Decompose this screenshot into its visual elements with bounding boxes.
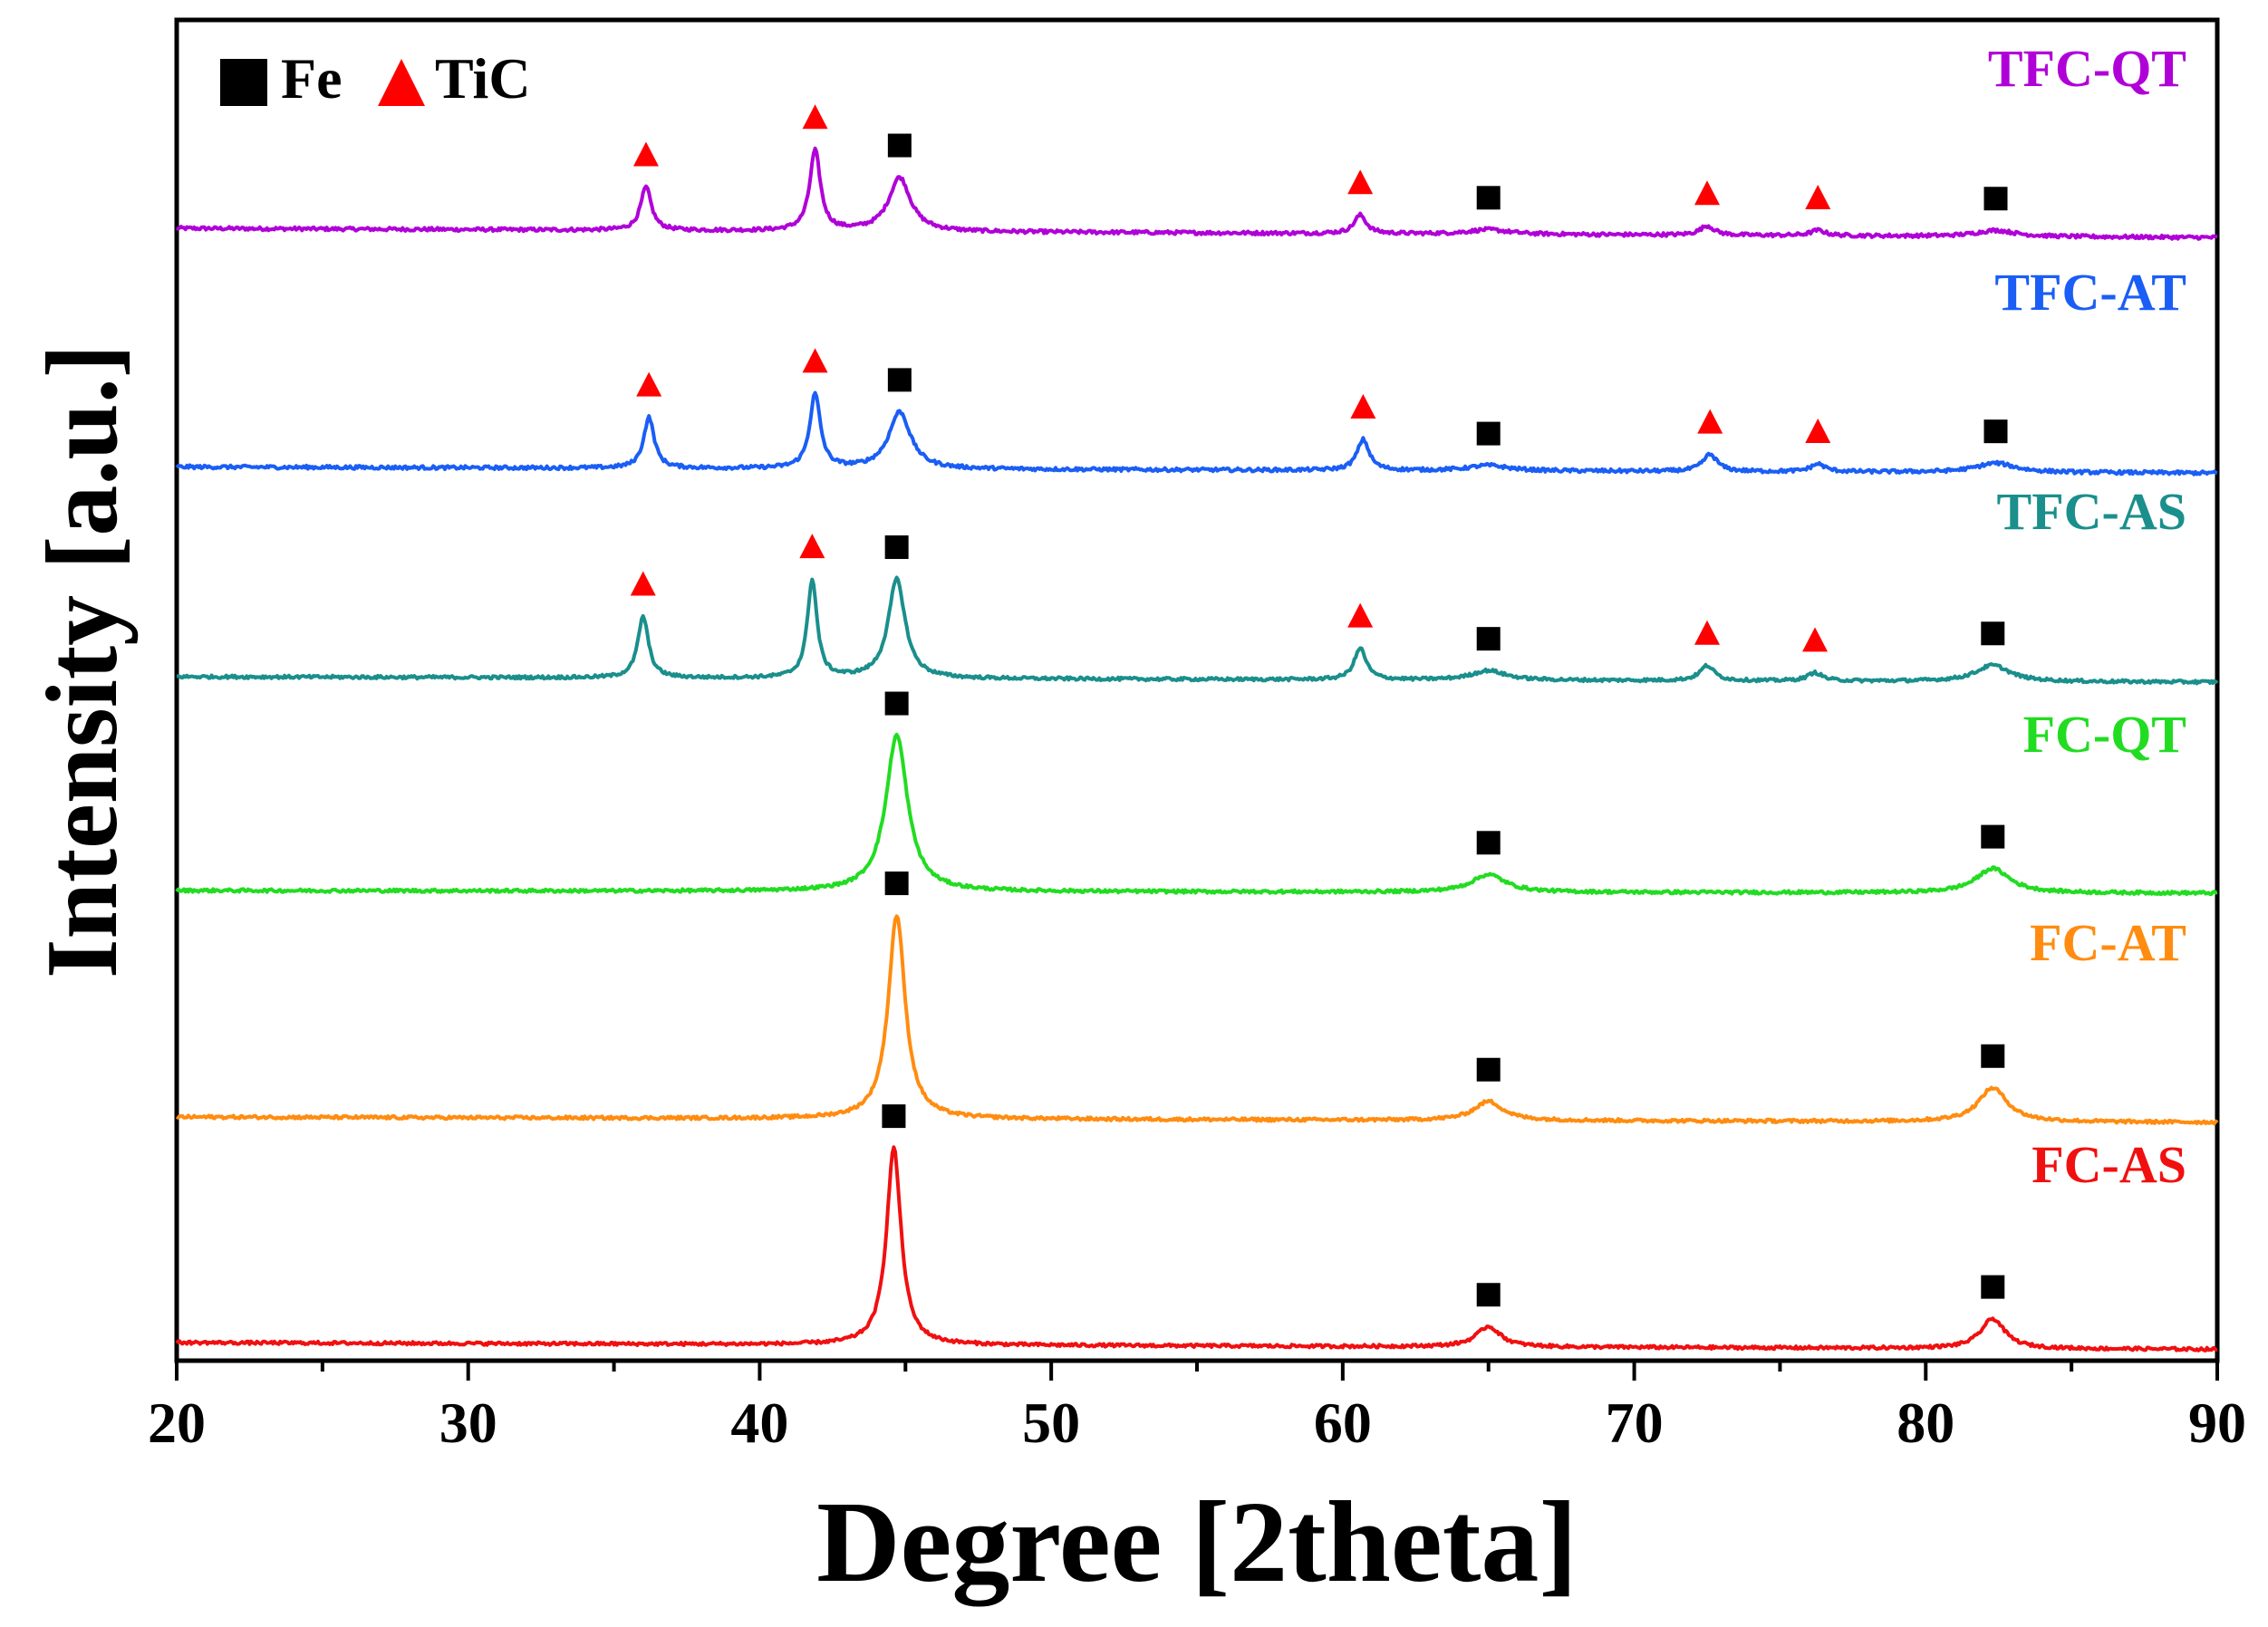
series-label-fc-qt: FC-QT (2023, 705, 2186, 764)
series-label-tfc-as: TFC-AS (1997, 482, 2186, 541)
x-tick-label: 60 (1314, 1391, 1372, 1455)
series-line-fc-qt (175, 732, 2218, 897)
x-tick-label: 70 (1606, 1391, 1664, 1455)
tic-peak-marker (1802, 627, 1829, 652)
tic-peak-marker (630, 571, 656, 596)
tic-peak-marker (1694, 180, 1720, 206)
phase-markers (630, 104, 2008, 1307)
legend: Fe TiC (220, 46, 531, 111)
fe-peak-marker (1476, 421, 1501, 446)
x-tick-label: 40 (730, 1391, 788, 1455)
fe-peak-marker (1983, 187, 2008, 211)
y-axis-label: Intensity [a.u.] (26, 344, 139, 978)
fe-peak-marker (884, 691, 909, 716)
x-ticks: 20 30 40 50 60 70 80 90 (148, 1361, 2246, 1455)
series-label-fc-as: FC-AS (2032, 1135, 2186, 1194)
x-tick-label: 90 (2188, 1391, 2246, 1455)
tic-peak-marker (636, 371, 662, 397)
series-line-tfc-as (176, 575, 2219, 686)
x-tick-label: 80 (1896, 1391, 1954, 1455)
fe-peak-marker (1476, 1057, 1501, 1082)
tic-peak-marker (802, 104, 828, 130)
tic-peak-marker (799, 534, 825, 559)
tic-peak-marker (1697, 409, 1723, 434)
fe-peak-marker (1981, 824, 2005, 849)
legend-fe-marker (220, 59, 267, 106)
tic-peak-marker (1805, 185, 1831, 210)
fe-peak-marker (1476, 1283, 1501, 1307)
tic-peak-marker (1694, 620, 1720, 645)
tic-peak-marker (1347, 169, 1374, 195)
fe-peak-marker (884, 871, 909, 896)
tic-peak-marker (1350, 394, 1376, 419)
tic-peak-marker (632, 141, 659, 167)
x-tick-label: 20 (148, 1391, 206, 1455)
fe-peak-marker (1476, 831, 1501, 855)
fe-peak-marker (887, 368, 912, 392)
series-line-fc-as (175, 1145, 2218, 1353)
series-label-fc-at: FC-AT (2030, 913, 2186, 972)
series-line-tfc-at (175, 390, 2218, 477)
series-label-tfc-at: TFC-AT (1994, 263, 2186, 322)
x-axis-label: Degree [2theta] (816, 1478, 1578, 1606)
legend-fe-label: Fe (281, 46, 343, 111)
fe-peak-marker (1476, 186, 1501, 210)
tic-peak-marker (1347, 602, 1374, 628)
tic-peak-marker (802, 348, 828, 373)
legend-tic-marker (378, 59, 425, 106)
fe-peak-marker (1983, 419, 2008, 444)
tic-peak-marker (1805, 419, 1831, 444)
fe-peak-marker (882, 1104, 906, 1129)
series-group (175, 146, 2219, 1353)
series-line-fc-at (175, 914, 2219, 1126)
plot-frame (174, 17, 2220, 1363)
x-tick-label: 50 (1022, 1391, 1080, 1455)
fe-peak-marker (1476, 627, 1501, 651)
series-line-tfc-qt (175, 146, 2218, 241)
fe-peak-marker (1981, 1275, 2005, 1299)
fe-peak-marker (1981, 1044, 2005, 1068)
x-tick-label: 30 (439, 1391, 497, 1455)
legend-tic-label: TiC (435, 46, 531, 111)
series-label-tfc-qt: TFC-QT (1988, 39, 2186, 98)
fe-peak-marker (1981, 621, 2005, 646)
fe-peak-marker (887, 133, 912, 158)
fe-peak-marker (884, 535, 909, 560)
series-labels: TFC-QT TFC-AT TFC-AS FC-QT FC-AT FC-AS (1988, 39, 2186, 1194)
